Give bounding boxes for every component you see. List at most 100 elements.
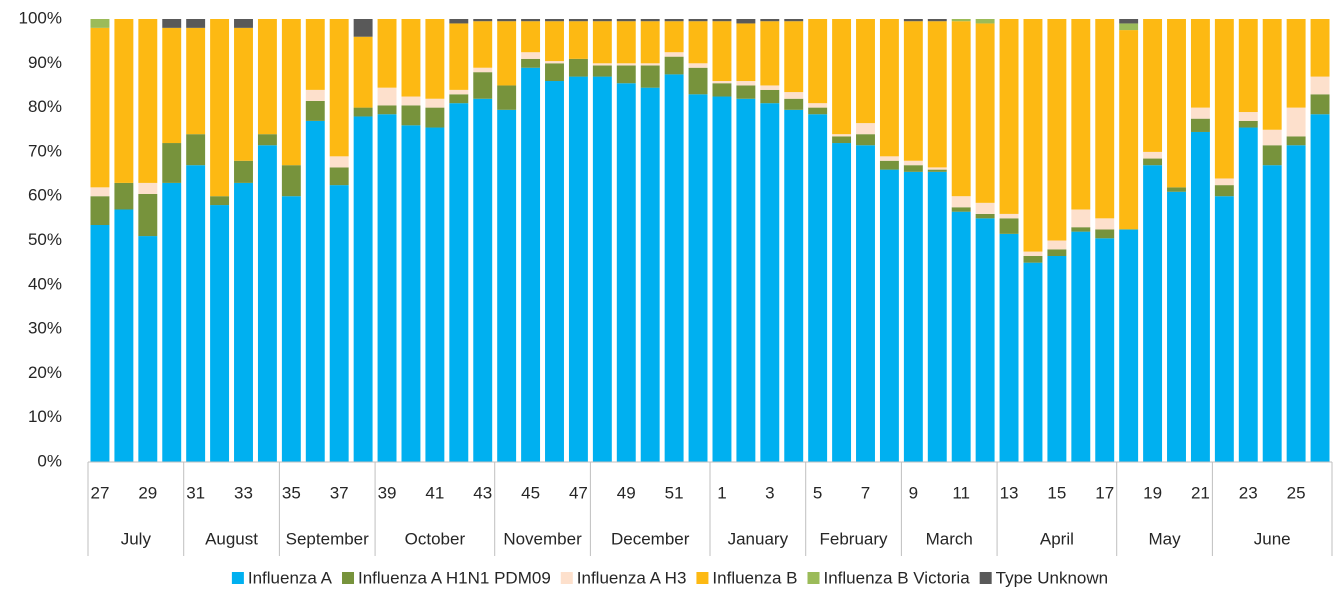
bar-segment	[257, 134, 277, 146]
bar-segment	[234, 182, 253, 462]
bar-segment	[975, 202, 995, 214]
bar-segment	[497, 21, 517, 86]
bar-segment	[1143, 158, 1163, 166]
bar-segment	[1310, 94, 1330, 115]
bar-segment	[1310, 76, 1330, 95]
legend-label: Influenza A H3	[577, 568, 687, 587]
legend-label: Influenza A	[248, 568, 333, 587]
bar-segment	[760, 89, 780, 104]
bar-segment	[832, 143, 852, 463]
bar-segment	[377, 87, 397, 106]
bar-segment	[927, 167, 947, 170]
x-group-label: June	[1254, 529, 1291, 548]
bar-segment	[1214, 196, 1234, 462]
bar-segment	[1047, 240, 1067, 250]
bar-segment	[616, 19, 636, 22]
bar-segment	[1238, 127, 1258, 462]
bar-segment	[90, 19, 110, 28]
y-tick-label: 50%	[28, 230, 62, 249]
bar-segment	[664, 52, 684, 57]
x-tick-label: 9	[909, 483, 918, 502]
bar-segment	[1167, 187, 1186, 192]
bar-segment	[1190, 107, 1210, 119]
bar-segment	[592, 21, 612, 64]
legend-label: Type Unknown	[996, 568, 1108, 587]
bar-segment	[1047, 19, 1067, 241]
bar-segment	[1214, 19, 1234, 179]
bar-segment	[736, 98, 756, 463]
bar-segment	[736, 23, 756, 82]
bar-segment	[449, 94, 469, 104]
x-group-label: October	[405, 529, 466, 548]
bar-segment	[640, 63, 660, 66]
bar-segment	[999, 233, 1019, 462]
x-tick-label: 39	[378, 483, 397, 502]
bar-segment	[856, 145, 875, 462]
bar-segment	[760, 103, 780, 463]
y-tick-label: 100%	[19, 8, 62, 27]
y-tick-label: 70%	[28, 141, 62, 160]
bar-segment	[114, 182, 134, 210]
bar-segment	[688, 94, 708, 462]
bar-segment	[1095, 229, 1115, 239]
bar-segment	[234, 160, 253, 183]
bar-segment	[1071, 209, 1091, 228]
bar-segment	[640, 65, 660, 88]
y-tick-label: 60%	[28, 186, 62, 205]
bar-segment	[401, 125, 421, 462]
x-group-label: March	[926, 529, 973, 548]
bar-segment	[688, 19, 708, 22]
bar-segment	[784, 19, 804, 22]
bar-segment	[1286, 19, 1306, 108]
bar-segment	[808, 114, 828, 463]
bar-segment	[592, 19, 612, 22]
bar-segment	[138, 182, 158, 194]
bar-segment	[616, 83, 636, 463]
x-tick-label: 35	[282, 483, 301, 502]
bar-segment	[1190, 131, 1210, 462]
bar-segment	[712, 81, 732, 84]
legend-swatch	[979, 572, 992, 584]
bar-segment	[497, 85, 517, 110]
bar-segment	[951, 19, 971, 22]
y-tick-label: 0%	[37, 451, 62, 470]
bar-segment	[425, 98, 445, 108]
bar-segment	[1310, 114, 1330, 463]
bar-segment	[497, 109, 517, 462]
bar-segment	[1262, 19, 1282, 130]
bar-segment	[712, 83, 732, 97]
bar-segment	[664, 21, 684, 53]
x-tick-label: 33	[234, 483, 253, 502]
bar-segment	[1262, 165, 1282, 462]
bar-segment	[808, 19, 828, 104]
bar-segment	[832, 19, 852, 135]
bar-segment	[377, 105, 397, 115]
x-group-label: February	[820, 529, 889, 548]
bar-segment	[521, 21, 541, 53]
bar-segment	[879, 160, 899, 170]
bar-segment	[592, 65, 612, 77]
bar-segment	[401, 96, 421, 106]
bar-segment	[1143, 151, 1163, 159]
bar-segment	[138, 236, 158, 462]
bar-segment	[1023, 262, 1043, 462]
bar-segment	[1143, 165, 1163, 462]
x-tick-label: 5	[813, 483, 822, 502]
bar-segment	[1190, 118, 1210, 132]
bar-segment	[832, 136, 852, 144]
bar-segment	[257, 145, 277, 462]
y-tick-label: 30%	[28, 319, 62, 338]
bar-segment	[951, 21, 971, 197]
bar-segment	[90, 224, 110, 462]
bar-segment	[1095, 238, 1115, 462]
bar-segment	[951, 207, 971, 212]
bar-segment	[640, 87, 660, 462]
bar-segment	[1119, 229, 1139, 462]
x-tick-label: 45	[521, 483, 540, 502]
bar-segment	[808, 107, 828, 115]
x-tick-label: 31	[186, 483, 205, 502]
bar-segment	[927, 171, 947, 462]
x-tick-label: 21	[1191, 483, 1210, 502]
bar-segment	[329, 156, 349, 168]
bar-segment	[808, 103, 828, 108]
